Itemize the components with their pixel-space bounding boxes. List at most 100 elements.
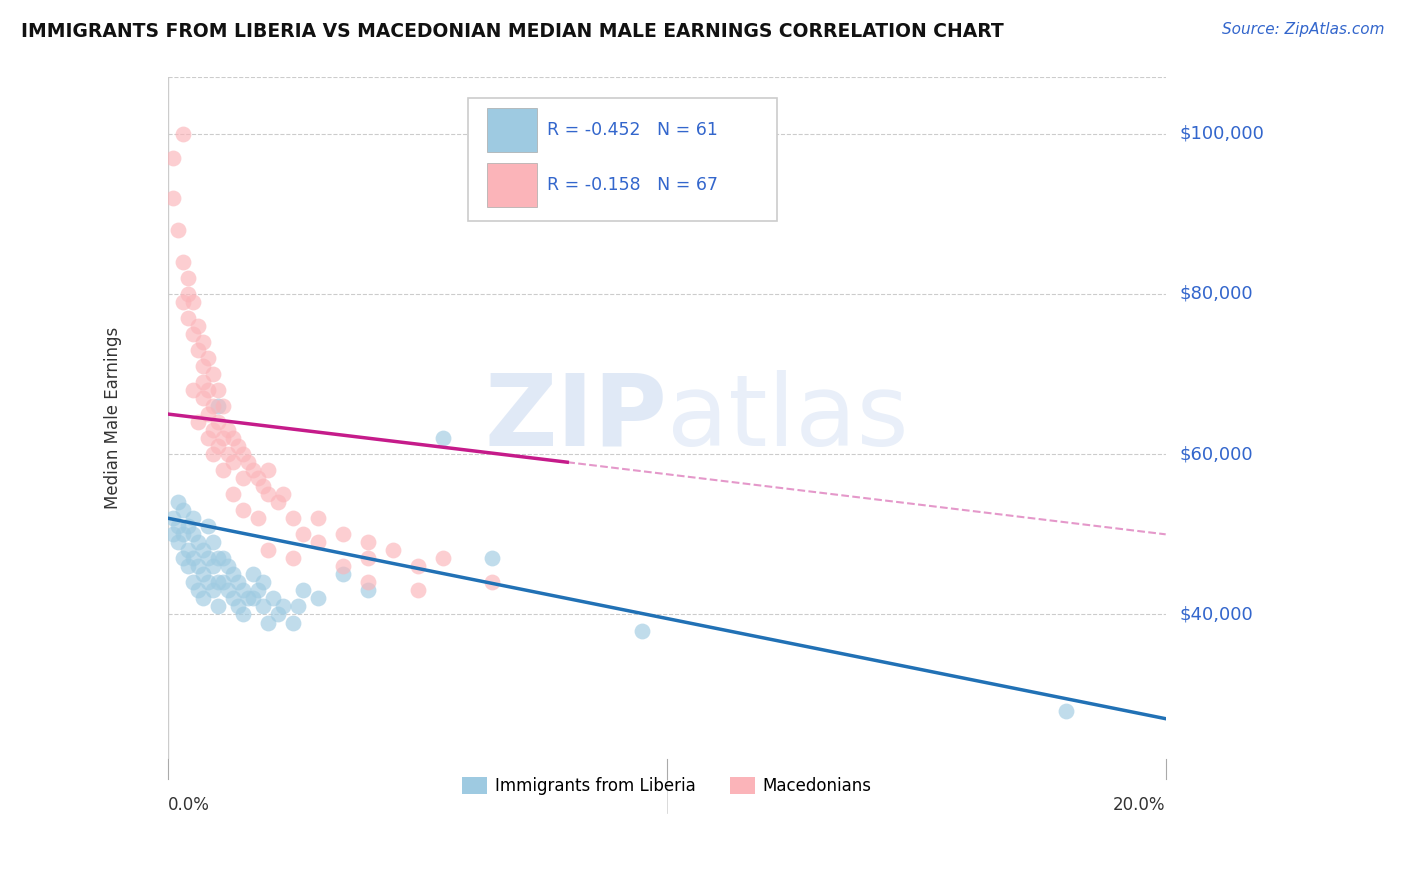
Point (187, 583, 209, 598)
Text: $40,000: $40,000 (1180, 606, 1253, 624)
Point (212, 551, 235, 566)
Point (202, 447, 225, 461)
Text: 20.0%: 20.0% (1114, 797, 1166, 814)
Point (262, 591, 284, 606)
Point (202, 367, 225, 381)
Point (202, 399, 225, 413)
Point (381, 543, 404, 558)
Point (307, 535, 329, 549)
Point (257, 543, 280, 558)
Point (207, 599, 229, 614)
Point (631, 624, 654, 638)
Point (181, 551, 204, 566)
Point (432, 551, 454, 566)
Point (212, 575, 235, 590)
Point (193, 359, 215, 373)
Point (212, 463, 235, 477)
Point (202, 583, 225, 598)
Point (222, 431, 245, 445)
Point (357, 551, 380, 566)
Point (172, 527, 194, 541)
Point (247, 471, 270, 485)
Point (222, 487, 245, 501)
Point (177, 286, 200, 301)
Point (177, 270, 200, 285)
Point (181, 326, 204, 341)
Point (232, 447, 254, 461)
FancyBboxPatch shape (488, 162, 537, 207)
Point (236, 455, 259, 469)
Point (172, 551, 194, 566)
Point (217, 447, 239, 461)
Point (222, 567, 245, 582)
Point (281, 551, 304, 566)
Point (193, 391, 215, 405)
Point (212, 431, 235, 445)
Point (332, 527, 354, 541)
Point (406, 583, 429, 598)
Point (232, 583, 254, 598)
Point (162, 151, 184, 165)
Point (202, 559, 225, 574)
Point (197, 431, 219, 445)
Point (177, 543, 200, 558)
Point (307, 511, 329, 525)
Point (242, 591, 264, 606)
Point (226, 599, 249, 614)
Point (247, 583, 270, 598)
Text: R = -0.158   N = 67: R = -0.158 N = 67 (547, 176, 718, 194)
Text: Median Male Earnings: Median Male Earnings (104, 327, 122, 509)
Point (172, 255, 194, 269)
Point (197, 407, 219, 421)
Point (177, 519, 200, 533)
Point (357, 575, 380, 590)
Point (162, 511, 184, 525)
Point (177, 559, 200, 574)
Point (332, 559, 354, 574)
Text: IMMIGRANTS FROM LIBERIA VS MACEDONIAN MEDIAN MALE EARNINGS CORRELATION CHART: IMMIGRANTS FROM LIBERIA VS MACEDONIAN ME… (21, 22, 1004, 41)
Point (162, 527, 184, 541)
Point (202, 535, 225, 549)
Point (222, 591, 245, 606)
Point (207, 383, 229, 397)
Point (207, 575, 229, 590)
Point (307, 591, 329, 606)
Point (281, 511, 304, 525)
Point (207, 439, 229, 453)
Point (197, 575, 219, 590)
FancyBboxPatch shape (468, 98, 776, 220)
Point (232, 503, 254, 517)
Point (167, 495, 190, 509)
Text: $60,000: $60,000 (1180, 445, 1253, 463)
Point (207, 551, 229, 566)
Point (281, 615, 304, 630)
Point (222, 455, 245, 469)
Point (242, 463, 264, 477)
Point (217, 559, 239, 574)
Point (257, 463, 280, 477)
Point (181, 294, 204, 309)
Point (226, 575, 249, 590)
Point (271, 487, 294, 501)
Point (432, 431, 454, 445)
Point (207, 415, 229, 429)
Point (226, 439, 249, 453)
Point (181, 383, 204, 397)
Point (197, 351, 219, 365)
Point (217, 583, 239, 598)
Point (193, 375, 215, 389)
Point (167, 535, 190, 549)
Point (247, 511, 270, 525)
Point (357, 583, 380, 598)
Point (207, 399, 229, 413)
Point (267, 607, 290, 622)
Point (187, 559, 209, 574)
Point (1054, 704, 1077, 718)
Point (291, 583, 314, 598)
Point (267, 495, 290, 509)
Point (481, 575, 503, 590)
Point (193, 543, 215, 558)
Text: Source: ZipAtlas.com: Source: ZipAtlas.com (1222, 22, 1385, 37)
Point (187, 343, 209, 357)
Point (202, 423, 225, 437)
